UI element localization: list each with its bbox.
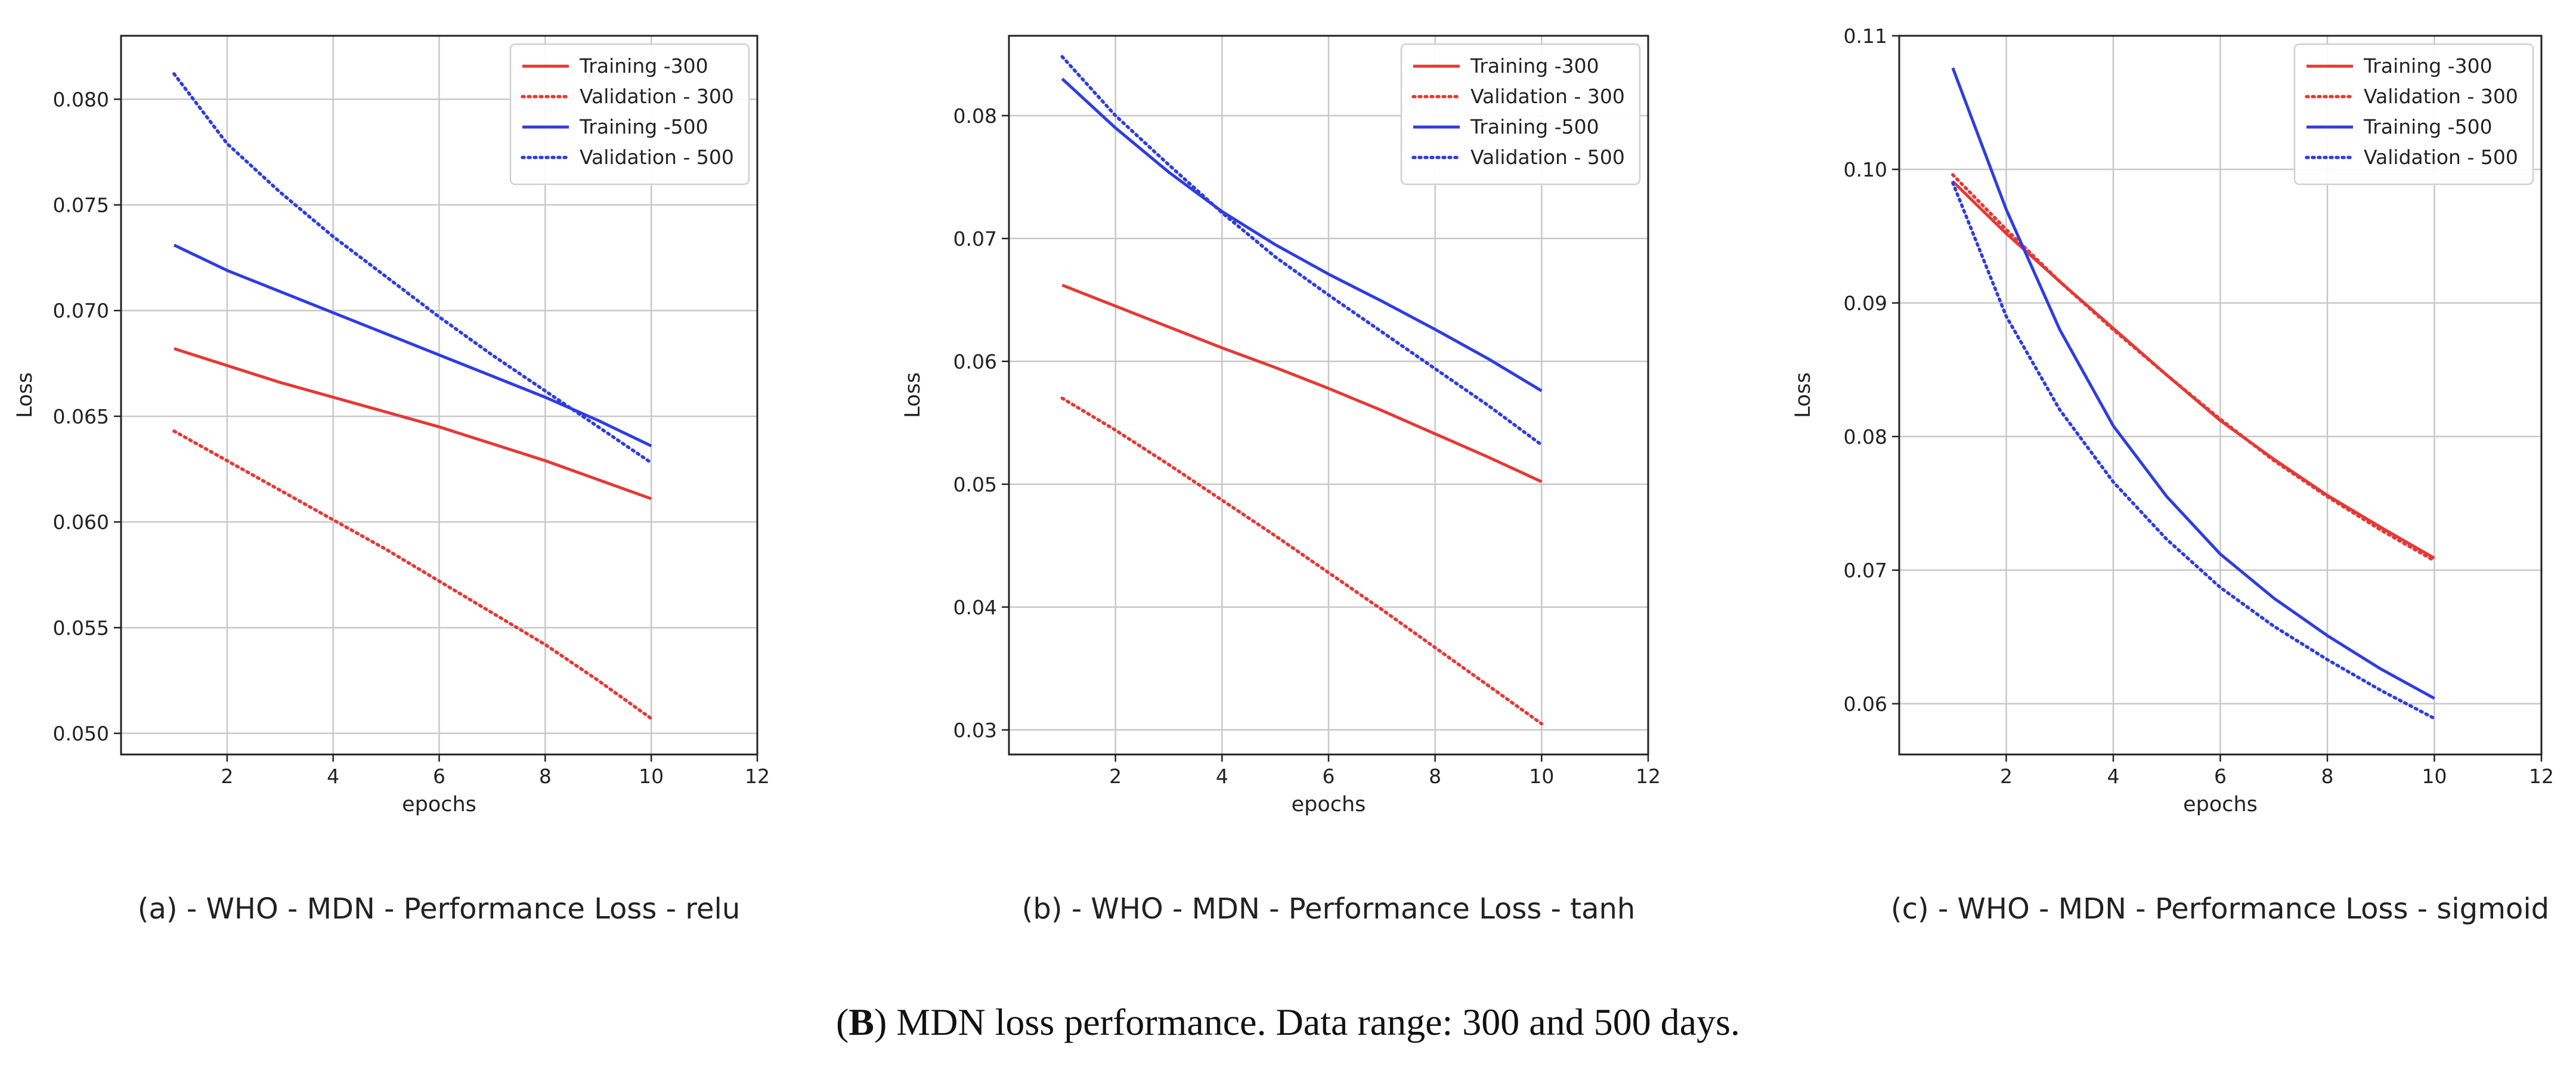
x-tick-label: 12 bbox=[2529, 765, 2554, 788]
legend-label-2: Validation - 300 bbox=[580, 85, 734, 108]
legend-box bbox=[2293, 43, 2534, 185]
figure-caption-letter: B bbox=[849, 1001, 874, 1043]
legend: Training -300 Validation - 300 Training -5… bbox=[1400, 43, 1641, 185]
chart-panel-1: 2 4 6 8 10 12 0.050 0.055 0.060 0.065 0.070 0.075 0.… bbox=[13, 35, 770, 926]
x-tick-label: 2 bbox=[2000, 765, 2012, 788]
y-tick-label: 0.04 bbox=[953, 596, 997, 619]
series-line-2 bbox=[1060, 396, 1544, 726]
figure-caption: (B) MDN loss performance. Data range: 30… bbox=[836, 1001, 1740, 1043]
series-line-1 bbox=[1061, 283, 1543, 483]
legend-box bbox=[1400, 43, 1641, 185]
series-line-4 bbox=[1060, 55, 1544, 447]
y-tick-label: 0.10 bbox=[1844, 158, 1887, 181]
figure-caption-text: MDN loss performance. Data range: 300 an… bbox=[887, 1001, 1740, 1043]
legend-label-2: Validation - 300 bbox=[2364, 85, 2518, 108]
y-tick-label: 0.06 bbox=[1844, 692, 1887, 716]
series-line-3 bbox=[1061, 78, 1543, 392]
subfigure-caption: (b) - WHO - MDN - Performance Loss - tan… bbox=[1022, 892, 1636, 926]
y-tick-label: 0.08 bbox=[953, 104, 997, 128]
y-tick-label: 0.050 bbox=[53, 722, 109, 746]
y-tick-label: 0.075 bbox=[53, 194, 109, 217]
y-tick-label: 0.07 bbox=[1844, 559, 1887, 582]
y-tick-label: 0.055 bbox=[53, 616, 109, 639]
legend-label-2: Validation - 300 bbox=[1470, 85, 1625, 108]
y-axis-label: Loss bbox=[1791, 372, 1815, 418]
y-tick-label: 0.060 bbox=[53, 511, 109, 534]
x-tick-label: 10 bbox=[2422, 765, 2447, 788]
x-tick-label: 12 bbox=[1636, 765, 1661, 788]
y-tick-label: 0.07 bbox=[953, 227, 997, 251]
legend-label-4: Validation - 500 bbox=[580, 146, 734, 169]
legend-label-4: Validation - 500 bbox=[1470, 146, 1625, 169]
series-line-3 bbox=[1951, 67, 2435, 700]
legend-label-1: Training -300 bbox=[2363, 54, 2493, 78]
x-tick-label: 4 bbox=[327, 765, 339, 788]
x-tick-label: 2 bbox=[1109, 765, 1122, 788]
legend: Training -300 Validation - 300 Training -5… bbox=[509, 43, 750, 185]
series-line-4 bbox=[1951, 181, 2436, 720]
x-tick-label: 10 bbox=[1529, 765, 1554, 788]
y-tick-label: 0.080 bbox=[53, 88, 109, 111]
y-tick-label: 0.070 bbox=[53, 299, 109, 323]
x-tick-label: 4 bbox=[1216, 765, 1228, 788]
x-tick-label: 6 bbox=[2214, 765, 2227, 788]
y-tick-label: 0.065 bbox=[53, 405, 109, 428]
x-tick-label: 8 bbox=[1429, 765, 1441, 788]
legend: Training -300 Validation - 300 Training -5… bbox=[2293, 43, 2534, 185]
chart-panel-2: 2 4 6 8 10 12 0.03 0.04 0.05 0.06 0.07 0.08 epochs Lo… bbox=[901, 35, 1661, 926]
y-tick-label: 0.09 bbox=[1844, 292, 1887, 315]
series-line-2 bbox=[172, 429, 653, 720]
y-axis-label: Loss bbox=[901, 372, 925, 418]
y-tick-label: 0.06 bbox=[953, 350, 997, 373]
legend-label-1: Training -300 bbox=[579, 54, 708, 78]
x-tick-label: 4 bbox=[2107, 765, 2120, 788]
x-tick-label: 8 bbox=[539, 765, 552, 788]
subfigure-caption: (c) - WHO - MDN - Performance Loss - sig… bbox=[1891, 892, 2549, 926]
x-tick-label: 10 bbox=[639, 765, 664, 788]
x-tick-label: 6 bbox=[1323, 765, 1335, 788]
y-tick-label: 0.11 bbox=[1844, 24, 1887, 48]
x-tick-label: 6 bbox=[433, 765, 445, 788]
subfigure-caption: (a) - WHO - MDN - Performance Loss - rel… bbox=[138, 892, 741, 926]
y-tick-label: 0.03 bbox=[953, 719, 997, 742]
x-axis-label: epochs bbox=[2183, 793, 2258, 817]
series-line-1 bbox=[174, 347, 652, 500]
series-line-4 bbox=[172, 72, 653, 465]
legend-box bbox=[509, 43, 750, 185]
x-tick-label: 2 bbox=[221, 765, 233, 788]
x-tick-label: 8 bbox=[2321, 765, 2334, 788]
y-tick-label: 0.05 bbox=[953, 473, 997, 496]
y-tick-label: 0.08 bbox=[1844, 425, 1887, 449]
series-line-3 bbox=[173, 243, 652, 447]
legend-label-1: Training -300 bbox=[1470, 54, 1599, 78]
legend-label-3: Training -500 bbox=[1470, 115, 1599, 138]
legend-label-4: Validation - 500 bbox=[2364, 146, 2518, 169]
legend-label-3: Training -500 bbox=[579, 115, 708, 138]
legend-label-3: Training -500 bbox=[2363, 115, 2493, 138]
series-line-2 bbox=[1951, 173, 2436, 562]
x-tick-label: 12 bbox=[745, 765, 770, 788]
x-axis-label: epochs bbox=[1292, 793, 1366, 817]
chart-panels: 2 4 6 8 10 12 0.050 0.055 0.060 0.065 0.070 0.075 0.… bbox=[13, 24, 2554, 926]
chart-panel-3: 2 4 6 8 10 12 0.06 0.07 0.08 0.09 0.10 0.11 epochs Lo… bbox=[1791, 24, 2554, 926]
x-axis-label: epochs bbox=[402, 793, 476, 817]
y-axis-label: Loss bbox=[13, 372, 37, 418]
